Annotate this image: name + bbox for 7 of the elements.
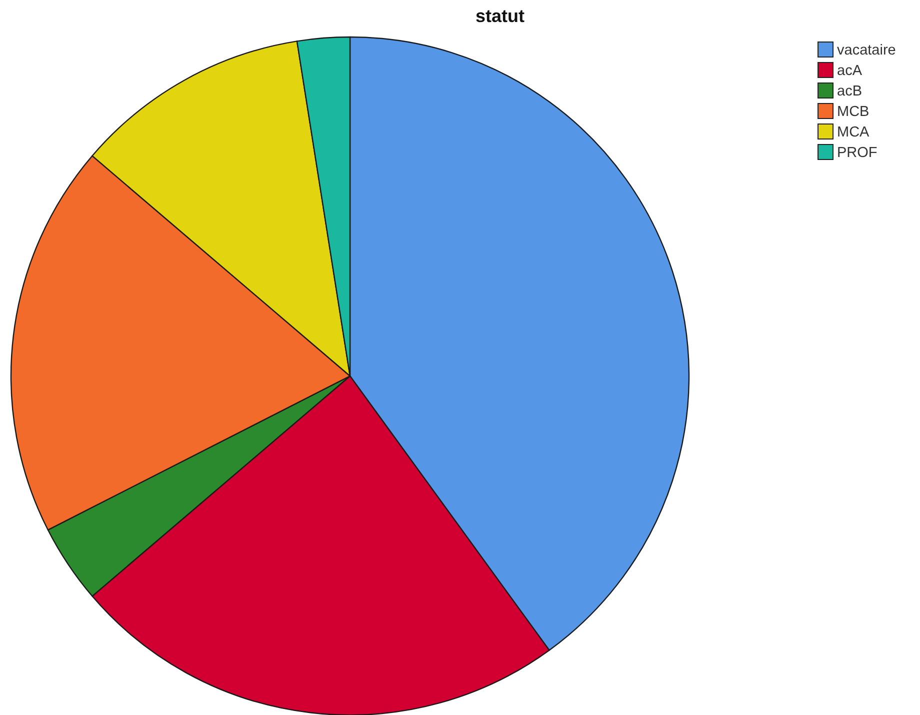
legend-label: acA bbox=[837, 63, 862, 79]
legend-label: vacataire bbox=[837, 42, 896, 58]
legend-label: MCA bbox=[837, 124, 870, 140]
legend-label: MCB bbox=[837, 104, 870, 120]
chart-title: statut bbox=[476, 6, 525, 26]
legend-label: acB bbox=[837, 84, 862, 100]
legend-label: PROF bbox=[837, 145, 878, 161]
